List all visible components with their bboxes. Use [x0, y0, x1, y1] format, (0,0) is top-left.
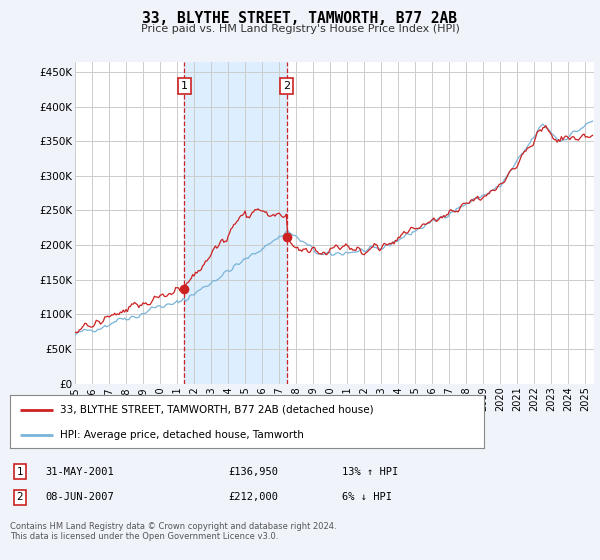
Text: £212,000: £212,000: [228, 492, 278, 502]
Bar: [184, 62, 287, 384]
Text: Price paid vs. HM Land Registry's House Price Index (HPI): Price paid vs. HM Land Registry's House …: [140, 24, 460, 34]
Text: Contains HM Land Registry data © Crown copyright and database right 2024.
This d: Contains HM Land Registry data © Crown c…: [10, 522, 337, 542]
Text: 33, BLYTHE STREET, TAMWORTH, B77 2AB (detached house): 33, BLYTHE STREET, TAMWORTH, B77 2AB (de…: [60, 404, 374, 414]
Text: 1: 1: [16, 466, 23, 477]
Text: HPI: Average price, detached house, Tamworth: HPI: Average price, detached house, Tamw…: [60, 430, 304, 440]
Text: 2: 2: [283, 81, 290, 91]
Text: 33, BLYTHE STREET, TAMWORTH, B77 2AB: 33, BLYTHE STREET, TAMWORTH, B77 2AB: [143, 11, 458, 26]
Text: 6% ↓ HPI: 6% ↓ HPI: [342, 492, 392, 502]
Text: 1: 1: [181, 81, 188, 91]
Text: 08-JUN-2007: 08-JUN-2007: [45, 492, 114, 502]
Text: 31-MAY-2001: 31-MAY-2001: [45, 466, 114, 477]
Text: 13% ↑ HPI: 13% ↑ HPI: [342, 466, 398, 477]
Text: 2: 2: [16, 492, 23, 502]
Text: £136,950: £136,950: [228, 466, 278, 477]
